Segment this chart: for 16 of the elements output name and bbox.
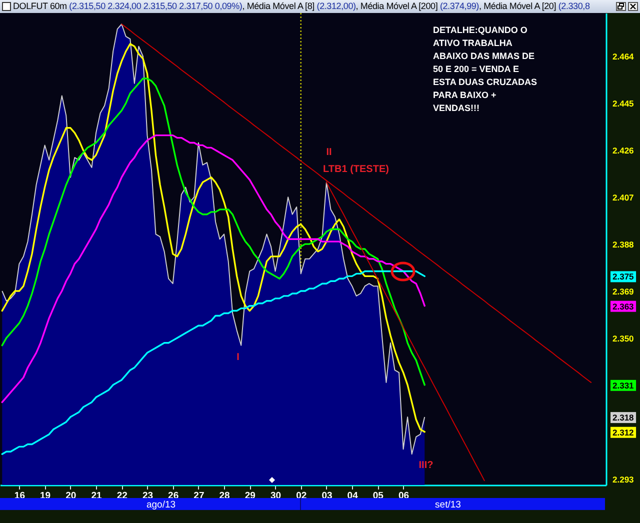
y-tick-label: 2.369: [612, 286, 634, 297]
y-tick-label: 2.407: [612, 192, 634, 203]
annotation: LTB1 (TESTE): [323, 164, 389, 176]
y-tick-label: 2.350: [612, 333, 634, 344]
y-tick-label: 2.426: [612, 146, 634, 156]
annotation: I: [236, 352, 240, 364]
text: ago/13: [146, 499, 176, 510]
annotation: DETALHE:QUANDO O ATIVO TRABALHA ABAIXO DAS MMAS DE 50 E 200 = VENDA E ESTA DUAS CRUZADAS PARA BAIXO + VENDAS!!!: [433, 24, 538, 115]
annotation: II: [326, 147, 332, 159]
y-tick-label: 2.464: [612, 52, 634, 62]
y-tick-label: 2.388: [612, 240, 634, 250]
y-tick-label: 2.445: [612, 98, 634, 109]
chart-title: DOLFUT 60m (2.315,50 2.324,00 2.315,50 2.317,50 0,09%), Média Móvel A [8] (2.312,00), Média Móvel A [200] (2.374,99), Média Móvel A [20] (2.330,8: [13, 1, 590, 11]
y-tick-label: 2.293: [612, 474, 634, 484]
annotation: III?: [418, 460, 434, 472]
text: set/13: [435, 499, 461, 510]
